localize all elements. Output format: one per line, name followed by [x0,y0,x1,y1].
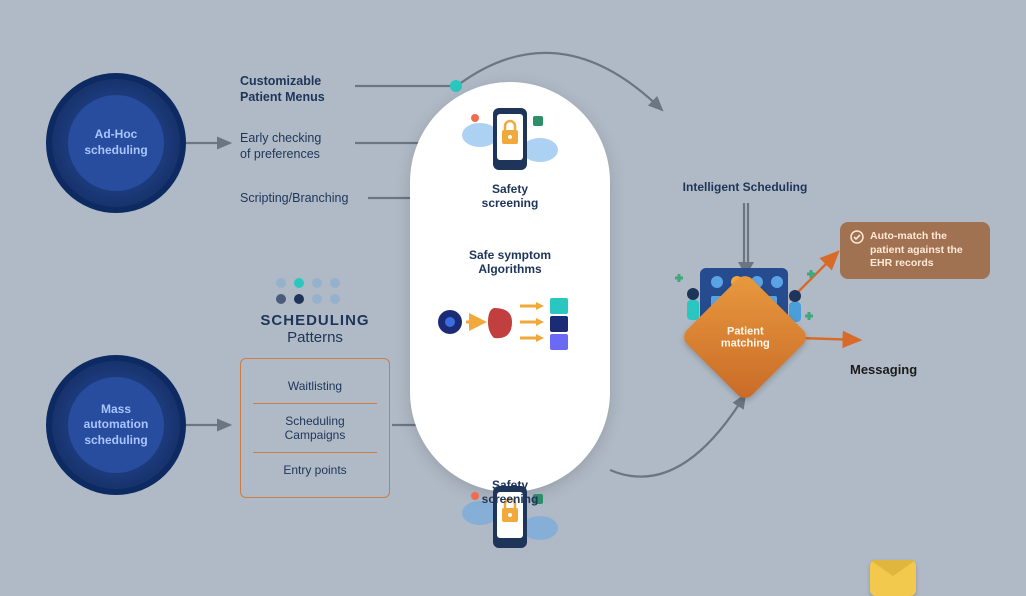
feature-early: Early checking of preferences [240,130,321,163]
adhoc-label: Ad-Hoc scheduling [68,95,164,191]
feature-customizable: Customizable Patient Menus [240,73,325,106]
safety1-caption: Safety screening [455,182,565,210]
feature-scripting: Scripting/Branching [240,190,348,206]
algo-shapes-icon [432,290,602,365]
sched-box: Waitlisting Scheduling Campaigns Entry p… [240,358,390,498]
intelligent-caption: Intelligent Scheduling [665,180,825,194]
patient-matching-diamond: Patient matching [680,272,810,402]
algorithms-caption: Safe symptom Algorithms [455,248,565,276]
mass-label: Mass automation scheduling [68,377,164,473]
sched-dots-icon [276,278,342,304]
messaging-label: Messaging [850,362,917,377]
safety2-caption: Safety screening [455,478,565,506]
envelope-icon [870,560,916,596]
mass-circle: Mass automation scheduling [46,355,186,495]
sched-title: SCHEDULING Patterns [240,312,390,346]
sched-row-1: Waitlisting [253,369,377,403]
sched-row-2: Scheduling Campaigns [253,403,377,452]
dot-cyan-icon [450,80,462,92]
automatch-tag: Auto-match the patient against the EHR r… [840,222,990,279]
adhoc-circle: Ad-Hoc scheduling [46,73,186,213]
sched-row-3: Entry points [253,452,377,487]
check-icon [850,230,864,244]
phone-illus-top-icon [455,100,565,180]
